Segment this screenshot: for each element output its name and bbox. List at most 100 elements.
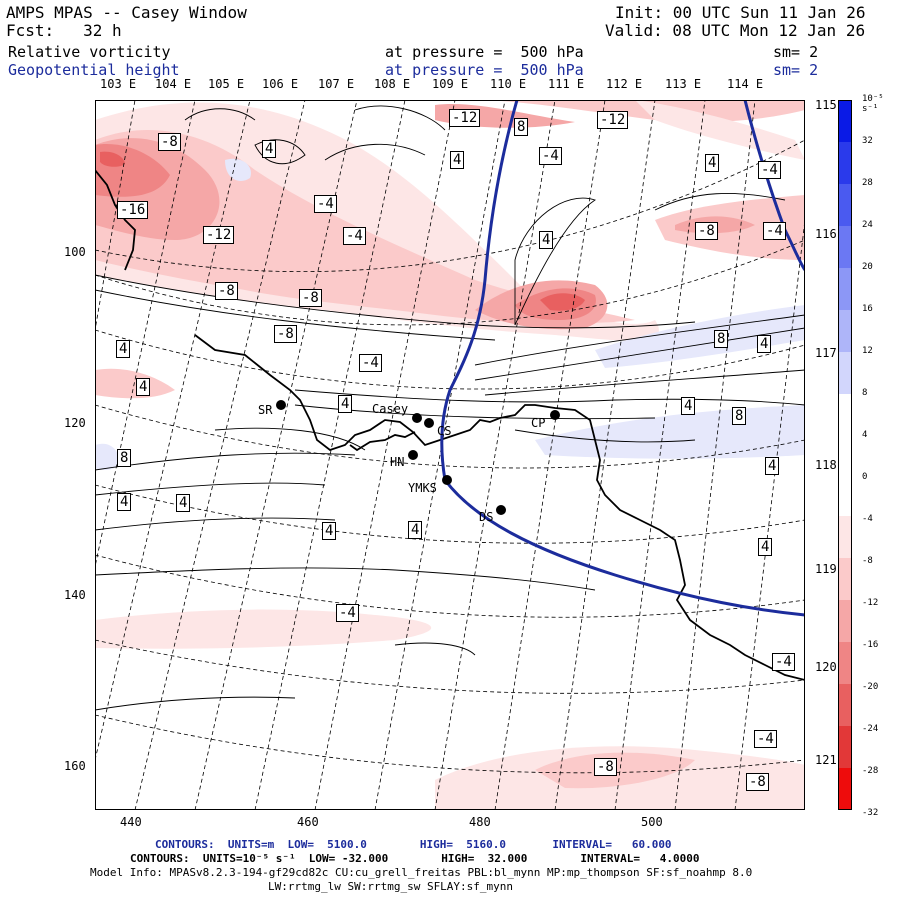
station-label: CP (531, 416, 546, 430)
vorticity-shading-negative (95, 100, 805, 810)
contour-label: 4 (338, 395, 353, 413)
colorbar-tick: 8 (862, 388, 868, 398)
contour-label: -4 (763, 222, 786, 240)
vorticity-contour-info: CONTOURS: UNITS=10⁻⁵ s⁻¹ LOW= -32.000 HI… (130, 852, 700, 865)
model-info: Model Info: MPASv8.2.3-194-gf29cd82c CU:… (90, 866, 753, 879)
station-label: DS (479, 510, 494, 524)
lon-label: 110 E (490, 77, 527, 91)
contour-label: 8 (514, 118, 529, 136)
colorbar-tick: 16 (862, 304, 873, 314)
colorbar-tick: 12 (862, 346, 873, 356)
station-ymks-marker[interactable] (442, 475, 452, 485)
contour-label: -4 (772, 653, 795, 671)
station-cs-marker[interactable] (424, 418, 434, 428)
contour-label: 4 (176, 494, 191, 512)
colorbar-tick: -28 (862, 766, 879, 776)
field2-name: Geopotential height (8, 61, 180, 79)
field2-level: at pressure = 500 hPa (385, 61, 584, 79)
contour-label: 4 (757, 335, 772, 353)
colorbar-tick: -20 (862, 682, 879, 692)
contour-label: -4 (758, 161, 781, 179)
colorbar-tick: 28 (862, 178, 873, 188)
contour-label: 4 (117, 493, 132, 511)
lon-label: 108 E (374, 77, 411, 91)
contour-label: 4 (705, 154, 720, 172)
contour-label: -8 (274, 325, 297, 343)
station-casey-marker[interactable] (412, 413, 422, 423)
contour-label: -12 (203, 226, 235, 244)
contour-label: -4 (336, 604, 359, 622)
contour-label: 8 (732, 407, 747, 425)
colorbar-tick: -4 (862, 514, 873, 524)
lon-label: 106 E (262, 77, 299, 91)
contour-label: 4 (136, 378, 151, 396)
model-info-physics: LW:rrtmg_lw SW:rrtmg_sw SFLAY:sf_mynn (268, 880, 514, 893)
grid-x-label: 480 (469, 815, 491, 829)
init-time: Init: 00 UTC Sun 11 Jan 26 (615, 3, 866, 22)
contour-label: -4 (539, 147, 562, 165)
lon-label: 103 E (100, 77, 137, 91)
field1-name: Relative vorticity (8, 43, 171, 61)
colorbar (838, 100, 852, 810)
colorbar-tick: 20 (862, 262, 873, 272)
lon-label: 111 E (548, 77, 585, 91)
lon-label: 107 E (318, 77, 355, 91)
contour-label: 4 (681, 397, 696, 415)
contour-label: -4 (359, 354, 382, 372)
station-cp-marker[interactable] (550, 410, 560, 420)
lon-label: 105 E (208, 77, 245, 91)
contour-label: -4 (343, 227, 366, 245)
meridian-lines (95, 100, 805, 810)
station-label: CS (437, 424, 452, 438)
contour-label: -4 (314, 195, 337, 213)
contour-label: 8 (117, 449, 132, 467)
contour-label: 4 (322, 522, 337, 540)
colorbar-tick: 32 (862, 136, 873, 146)
colorbar-tick: -16 (862, 640, 879, 650)
station-label: Casey (372, 402, 409, 416)
contour-label: -8 (594, 758, 617, 776)
grid-y-label: 100 (64, 245, 86, 259)
colorbar-tick: 0 (862, 472, 868, 482)
contour-label: -12 (449, 109, 481, 127)
map-title: AMPS MPAS -- Casey Window (6, 3, 247, 22)
contour-label: 4 (765, 457, 780, 475)
contour-label: 4 (450, 151, 465, 169)
contour-label: 4 (116, 340, 131, 358)
colorbar-tick: 24 (862, 220, 873, 230)
colorbar-tick: 4 (862, 430, 868, 440)
station-ds-marker[interactable] (496, 505, 506, 515)
map-plot (95, 100, 805, 810)
contour-label: -8 (215, 282, 238, 300)
valid-time: Valid: 08 UTC Mon 12 Jan 26 (605, 21, 866, 40)
contour-label: -8 (299, 289, 322, 307)
grid-y-label: 120 (64, 416, 86, 430)
lon-label: 104 E (155, 77, 192, 91)
lon-label: 109 E (432, 77, 469, 91)
contour-label: 4 (758, 538, 773, 556)
contour-label: 8 (714, 330, 729, 348)
station-hn-marker[interactable] (408, 450, 418, 460)
geopotential-contours (440, 100, 805, 617)
contour-label: -12 (597, 111, 629, 129)
lon-label: 113 E (665, 77, 702, 91)
contour-label: -8 (158, 133, 181, 151)
station-sr-marker[interactable] (276, 400, 286, 410)
field1-level: at pressure = 500 hPa (385, 43, 584, 61)
lon-label: 114 E (727, 77, 764, 91)
contour-label: 4 (408, 521, 423, 539)
field2-smoothing: sm= 2 (773, 61, 819, 79)
colorbar-tick: -24 (862, 724, 879, 734)
forecast-hour: Fcst: 32 h (6, 21, 122, 40)
colorbar-tick: -32 (862, 808, 879, 818)
colorbar-tick: -12 (862, 598, 879, 608)
colorbar-tick: -8 (862, 556, 873, 566)
station-label: SR (258, 403, 273, 417)
grid-y-label: 160 (64, 759, 86, 773)
contour-label: 4 (539, 231, 554, 249)
station-markers (276, 400, 560, 515)
grid-x-label: 460 (297, 815, 319, 829)
station-label: HN (390, 455, 405, 469)
lon-label: 112 E (606, 77, 643, 91)
colorbar-unit: 10⁻⁵ s⁻¹ (862, 94, 884, 114)
